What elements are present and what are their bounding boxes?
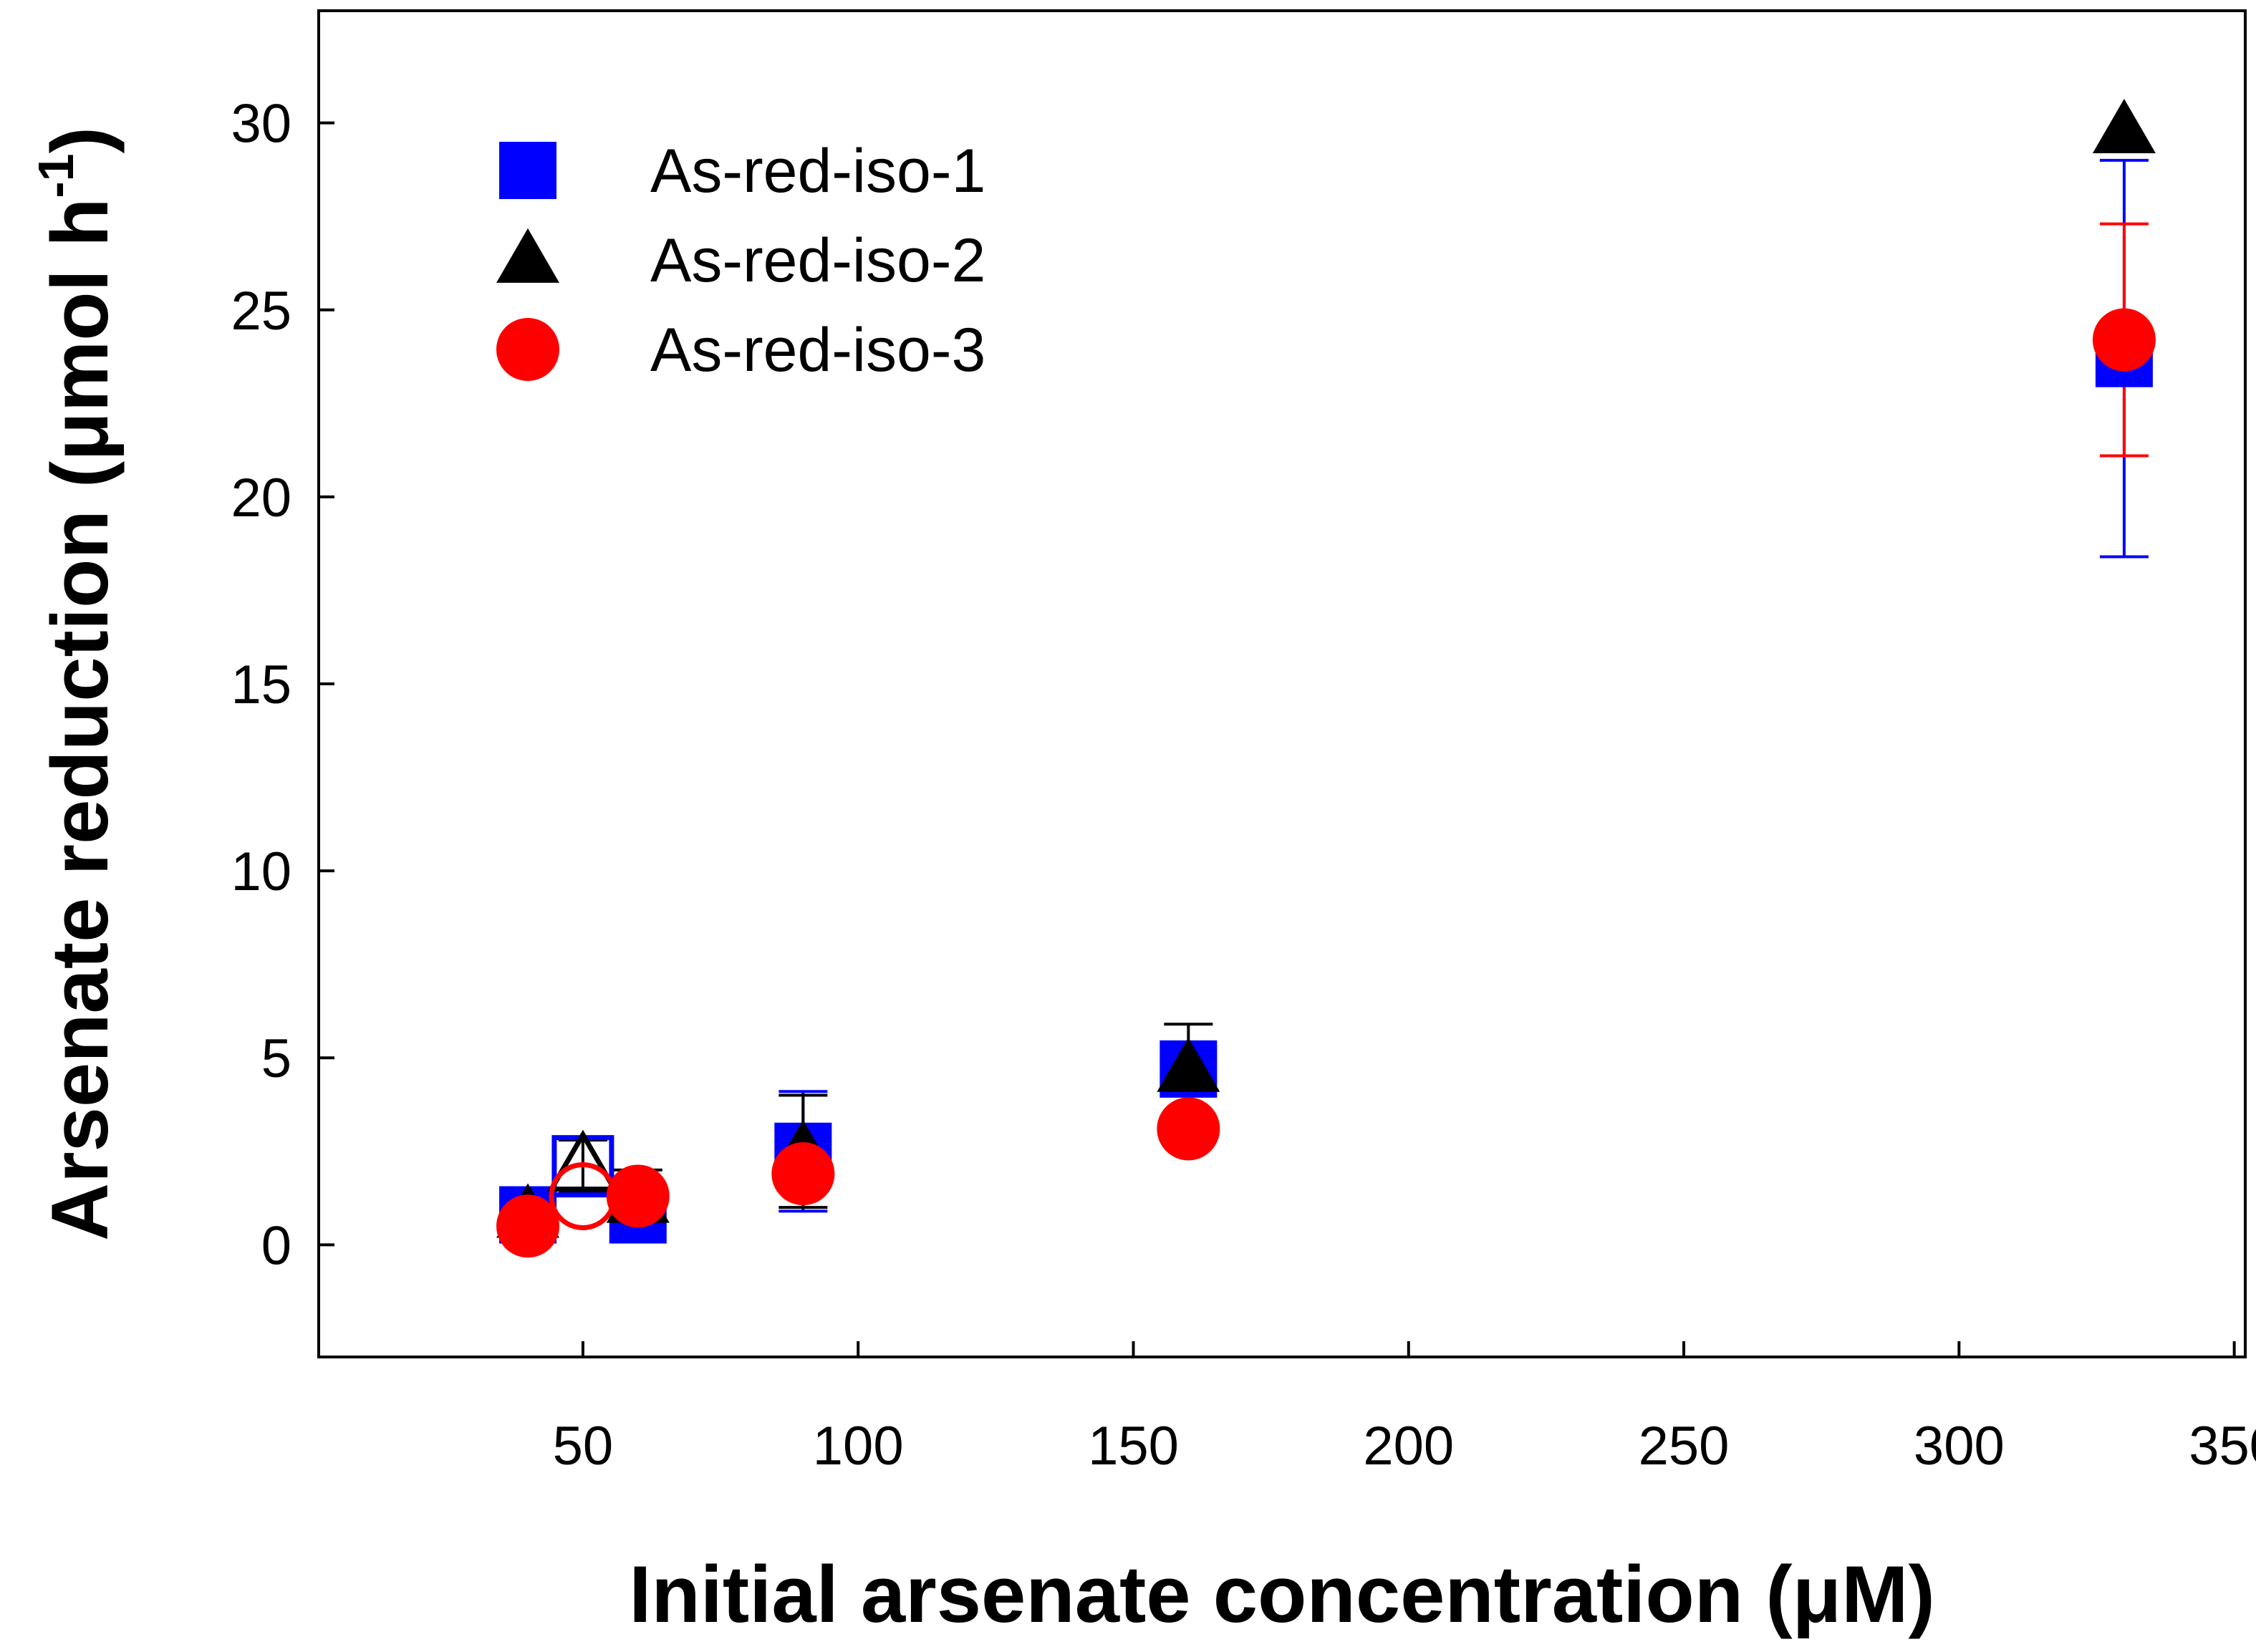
y-axis-title-superscript: -1 [28,153,84,198]
y-axis-title-close: ) [35,127,125,153]
plot-frame [317,9,2247,1358]
x-axis-title: Initial arsenate concentration (μM) [629,1550,1935,1639]
y-axis-title-main: Arsenate reduction (μmol h [35,198,125,1241]
y-axis-title: Arsenate reduction (μmol h-1) [28,127,125,1241]
as-red-iso-3-marker [2092,308,2156,372]
as-red-iso-2-marker [1157,1037,1220,1092]
y-tick-label: 30 [231,94,291,155]
as-red-iso-3-marker [606,1164,670,1228]
x-tick-label: 50 [553,1416,614,1477]
y-tick-label: 20 [231,468,291,528]
as-red-iso-2-marker [546,1129,619,1192]
axis-ticks: 50 100 150 200 250 300 350 0 5 10 15 20 25 30 [231,94,2256,1477]
legend-marker-as-red-iso-2 [496,228,559,283]
as-red-iso-3-marker [1157,1097,1220,1161]
legend-label-as-red-iso-2: As-red-iso-2 [650,226,985,295]
as-red-iso-2-marker [2092,99,2156,154]
legend-marker-as-red-iso-3 [496,318,559,381]
legend: As-red-iso-1 As-red-iso-2 As-red-iso-3 [496,137,985,385]
x-tick-label: 250 [1639,1416,1730,1477]
y-tick-label: 5 [261,1028,291,1089]
legend-marker-as-red-iso-1 [499,142,556,199]
x-tick-label: 300 [1914,1416,2005,1477]
x-tick-label: 100 [813,1416,904,1477]
as-red-iso-3-marker [771,1142,835,1206]
y-tick-label: 15 [231,654,291,715]
y-tick-label: 25 [231,281,291,342]
legend-label-as-red-iso-3: As-red-iso-3 [650,316,985,385]
x-tick-label: 150 [1088,1416,1179,1477]
y-tick-label: 0 [261,1215,291,1276]
data-markers [496,99,2156,1258]
as-red-iso-3-marker [496,1194,560,1258]
y-tick-label: 10 [231,841,291,902]
legend-label-as-red-iso-1: As-red-iso-1 [650,137,985,206]
x-tick-label: 350 [2189,1416,2256,1477]
x-tick-label: 200 [1363,1416,1454,1477]
